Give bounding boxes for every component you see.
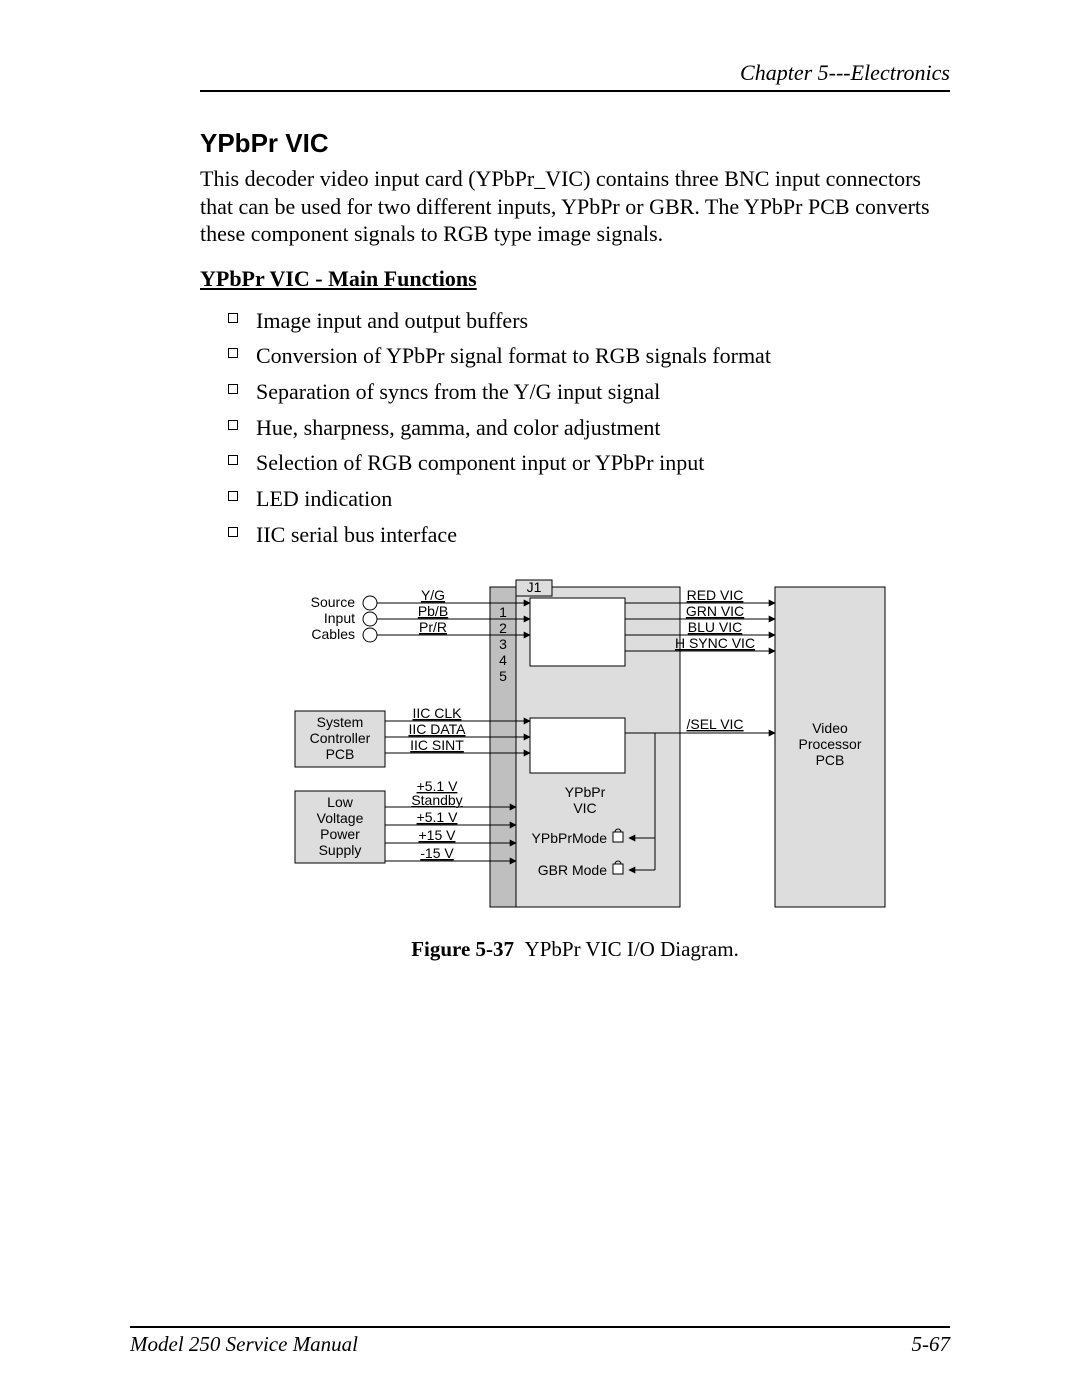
- connector-label: J1: [527, 579, 542, 595]
- function-list: Image input and output buffers Conversio…: [200, 306, 950, 550]
- header-rule: [200, 90, 950, 92]
- connector-pin: 1: [499, 604, 507, 620]
- video-proc-label: Video: [812, 720, 848, 736]
- footer-left: Model 250 Service Manual: [130, 1332, 358, 1357]
- mode-label: GBR Mode: [538, 862, 607, 878]
- center-label: VIC: [573, 800, 596, 816]
- lvps-label: Supply: [319, 842, 362, 858]
- system-label: PCB: [326, 746, 355, 762]
- system-label: System: [317, 714, 364, 730]
- list-item: Image input and output buffers: [228, 306, 950, 336]
- figure-caption: Figure 5-37 YPbPr VIC I/O Diagram.: [200, 937, 950, 962]
- list-item: Selection of RGB component input or YPbP…: [228, 448, 950, 478]
- figure: J1 1 2 3 4 5 YPbPr VIC YPbPrMode GBR Mod…: [200, 573, 950, 962]
- page: Chapter 5---Electronics YPbPr VIC This d…: [0, 0, 1080, 1397]
- connector-pin: 5: [499, 668, 507, 684]
- mode-label: YPbPrMode: [532, 830, 608, 846]
- connector-pin: 3: [499, 636, 507, 652]
- lvps-label: Low: [327, 794, 354, 810]
- list-item: Separation of syncs from the Y/G input s…: [228, 377, 950, 407]
- signal-label: /SEL VIC: [686, 716, 743, 732]
- signal-label: -15 V: [420, 845, 454, 861]
- list-item: LED indication: [228, 484, 950, 514]
- video-proc-label: Processor: [798, 736, 861, 752]
- io-diagram: J1 1 2 3 4 5 YPbPr VIC YPbPrMode GBR Mod…: [255, 573, 895, 923]
- signal-label: BLU VIC: [688, 619, 742, 635]
- lvps-label: Power: [320, 826, 360, 842]
- signal-label: Pb/B: [418, 603, 448, 619]
- center-label: YPbPr: [565, 784, 606, 800]
- connector-pin: 2: [499, 620, 507, 636]
- signal-label: RED VIC: [687, 587, 744, 603]
- signal-label: GRN VIC: [686, 603, 744, 619]
- page-header: Chapter 5---Electronics: [200, 60, 950, 86]
- signal-label: Pr/R: [419, 619, 447, 635]
- signal-label: IIC SINT: [410, 737, 464, 753]
- signal-label: Standby: [411, 792, 462, 808]
- source-label: Input: [324, 610, 355, 626]
- connector-pin: 4: [499, 652, 507, 668]
- footer-right: 5-67: [912, 1332, 951, 1357]
- figure-label: Figure 5-37: [411, 937, 514, 961]
- signal-label: Y/G: [421, 587, 445, 603]
- signal-label: +15 V: [419, 827, 457, 843]
- video-proc-label: PCB: [816, 752, 845, 768]
- section-subheading: YPbPr VIC - Main Functions: [200, 266, 950, 292]
- section-intro: This decoder video input card (YPbPr_VIC…: [200, 165, 950, 248]
- figure-caption-text: YPbPr VIC I/O Diagram.: [525, 937, 739, 961]
- system-label: Controller: [310, 730, 371, 746]
- lvps-label: Voltage: [317, 810, 364, 826]
- footer-rule: [130, 1326, 950, 1328]
- signal-label: IIC CLK: [412, 705, 462, 721]
- list-item: Conversion of YPbPr signal format to RGB…: [228, 341, 950, 371]
- page-footer: Model 250 Service Manual 5-67: [130, 1326, 950, 1357]
- signal-label: H SYNC VIC: [675, 635, 755, 651]
- source-label: Cables: [311, 626, 355, 642]
- source-label: Source: [311, 594, 356, 610]
- list-item: Hue, sharpness, gamma, and color adjustm…: [228, 413, 950, 443]
- list-item: IIC serial bus interface: [228, 520, 950, 550]
- signal-label: +5.1 V: [417, 809, 459, 825]
- section-title: YPbPr VIC: [200, 128, 950, 159]
- signal-label: IIC DATA: [408, 721, 466, 737]
